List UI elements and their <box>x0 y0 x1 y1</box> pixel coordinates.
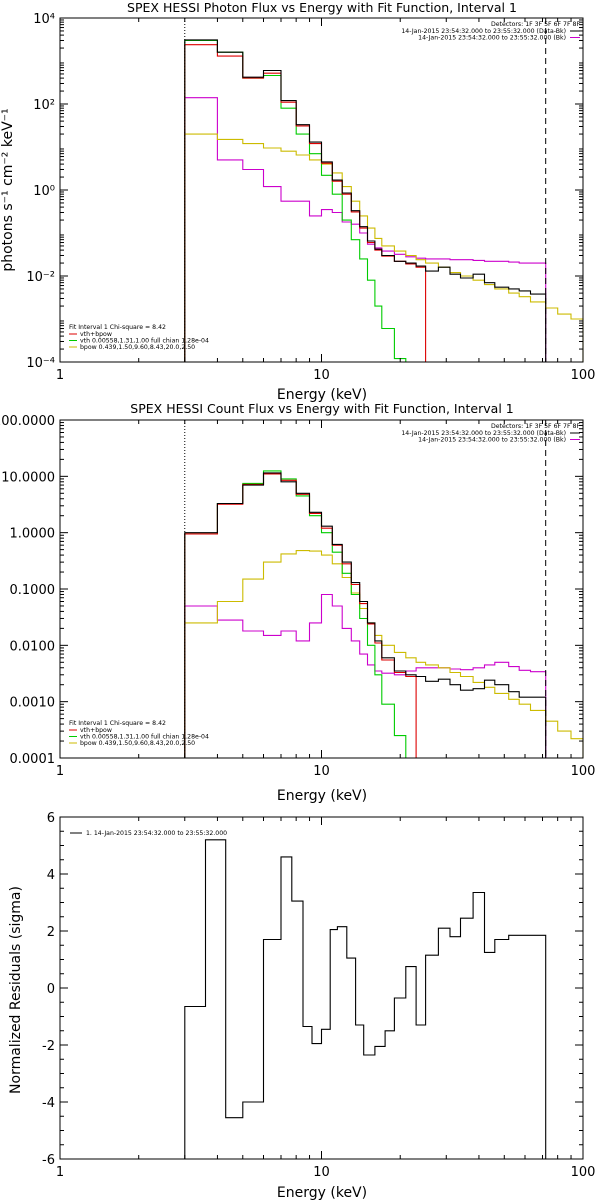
photon-flux-panel: SPEX HESSI Photon Flux vs Energy with Fi… <box>0 0 595 403</box>
legend-entry: vth+bpow <box>80 727 112 734</box>
photon-y-axis-label: photons s⁻¹ cm⁻² keV⁻¹ <box>0 108 16 271</box>
legend-entry: vth 0.00558,1.31,1.00 full chian 1.28e-0… <box>80 338 209 345</box>
photon-vlines-group <box>184 18 547 362</box>
count-panel-title: SPEX HESSI Count Flux vs Energy with Fit… <box>130 401 513 416</box>
y-tick-label: -2 <box>42 1039 55 1054</box>
y-tick-label: 0.0100 <box>10 639 56 654</box>
y-tick-label: 4 <box>47 868 55 883</box>
x-tick-label: 100 <box>571 368 596 383</box>
photon-legend-bottom-left: Fit Interval 1 Chi-square = 8.42vth+bpow… <box>69 324 209 351</box>
legend-entry: 1. 14-Jan-2015 23:54:32.000 to 23:55:32.… <box>86 830 227 837</box>
count-x-axis-label: Energy (keV) <box>277 788 367 804</box>
legend-entry: 14-Jan-2015 23:54:32.000 to 23:55:32.000… <box>401 430 566 437</box>
count-series-group <box>184 470 584 759</box>
x-tick-label: 10 <box>313 1165 330 1180</box>
legend-header: Fit Interval 1 Chi-square = 8.42 <box>69 324 166 331</box>
series-line <box>184 472 547 758</box>
y-tick-label: 0.0001 <box>10 752 56 767</box>
photon-series-group <box>184 39 584 363</box>
y-tick-label: -6 <box>42 1153 55 1168</box>
y-tick-label: 100.0000 <box>0 414 55 429</box>
photon-axes-group: 1 10 100 10⁻⁴ 10⁻² 10⁰ 10² 10⁴ <box>26 12 595 383</box>
photon-legend-top-right: Detectors: 1F 3F 5F 6F 7F 8F14-Jan-2015 … <box>401 21 580 42</box>
legend-entry: bpow 0.439,1.50,9.60,8.43,20.0,2.50 <box>80 344 195 351</box>
y-tick-label: 6 <box>47 811 55 826</box>
y-tick-label: 10⁴ <box>33 12 55 27</box>
x-tick-label: 1 <box>56 764 64 779</box>
legend-entry: vth 0.00558,1.31,1.00 full chian 1.28e-0… <box>80 734 209 741</box>
legend-entry: 14-Jan-2015 23:54:32.000 to 23:55:32.000… <box>401 28 566 35</box>
series-line <box>184 470 417 759</box>
series-line <box>184 133 584 362</box>
legend-header: Detectors: 1F 3F 5F 6F 7F 8F <box>491 423 580 430</box>
y-tick-label: 0.1000 <box>10 583 56 598</box>
residuals-axes-group: 1 10 100 -6 -4 -2 0 2 4 6 <box>42 811 595 1180</box>
legend-entry: 14-Jan-2015 23:54:32.000 to 23:55:32.000… <box>418 35 566 42</box>
count-axes-group: 1 10 100 0.0001 0.0010 0.0100 0.1000 1.0000 10.0… <box>0 414 595 779</box>
residuals-panel: 1 10 100 -6 -4 -2 0 2 4 6 Energy (keV) Normalized… <box>8 811 595 1200</box>
x-tick-label: 10 <box>313 764 330 779</box>
series-line <box>184 593 547 758</box>
residuals-x-axis-label: Energy (keV) <box>277 1185 367 1200</box>
photon-x-axis-label: Energy (keV) <box>277 387 367 403</box>
y-tick-label: 10⁰ <box>33 184 55 199</box>
legend-header: Fit Interval 1 Chi-square = 8.42 <box>69 720 166 727</box>
photon-plot-frame <box>59 17 584 363</box>
y-tick-label: 0 <box>47 982 55 997</box>
series-line <box>184 550 584 758</box>
residuals-plot-frame <box>59 816 584 1160</box>
x-tick-label: 10 <box>313 368 330 383</box>
photon-panel-title: SPEX HESSI Photon Flux vs Energy with Fi… <box>127 0 517 15</box>
count-plot-frame <box>59 419 584 759</box>
y-tick-label: 0.0010 <box>10 696 56 711</box>
residuals-series-group <box>184 839 547 1159</box>
count-vlines-group <box>184 420 547 758</box>
y-tick-label: 2 <box>47 925 55 940</box>
y-tick-label: 10⁻⁴ <box>26 356 55 371</box>
y-tick-label: 1.0000 <box>10 527 56 542</box>
x-tick-label: 1 <box>56 368 64 383</box>
legend-entry: bpow 0.439,1.50,9.60,8.43,20.0,2.50 <box>80 740 195 747</box>
y-tick-label: 10.0000 <box>1 470 55 485</box>
x-tick-label: 100 <box>571 1165 596 1180</box>
residuals-legend-top-left: 1. 14-Jan-2015 23:54:32.000 to 23:55:32.… <box>70 830 227 837</box>
series-line <box>184 839 547 1159</box>
x-tick-label: 1 <box>56 1165 64 1180</box>
residuals-y-axis-label: Normalized Residuals (sigma) <box>8 886 24 1094</box>
x-tick-label: 100 <box>571 764 596 779</box>
y-tick-label: -4 <box>42 1096 55 1111</box>
y-tick-label: 10² <box>33 98 55 113</box>
count-flux-panel: SPEX HESSI Count Flux vs Energy with Fit… <box>0 401 595 804</box>
count-legend-bottom-left: Fit Interval 1 Chi-square = 8.42vth+bpow… <box>69 720 209 747</box>
y-tick-label: 10⁻² <box>26 270 55 285</box>
count-legend-top-right: Detectors: 1F 3F 5F 6F 7F 8F14-Jan-2015 … <box>401 423 580 444</box>
legend-entry: vth+bpow <box>80 331 112 338</box>
series-line <box>184 39 547 362</box>
legend-entry: 14-Jan-2015 23:54:32.000 to 23:55:32.000… <box>418 437 566 444</box>
legend-header: Detectors: 1F 3F 5F 6F 7F 8F <box>491 21 580 28</box>
series-line <box>184 44 427 362</box>
series-line <box>184 473 417 758</box>
series-line <box>184 97 547 362</box>
